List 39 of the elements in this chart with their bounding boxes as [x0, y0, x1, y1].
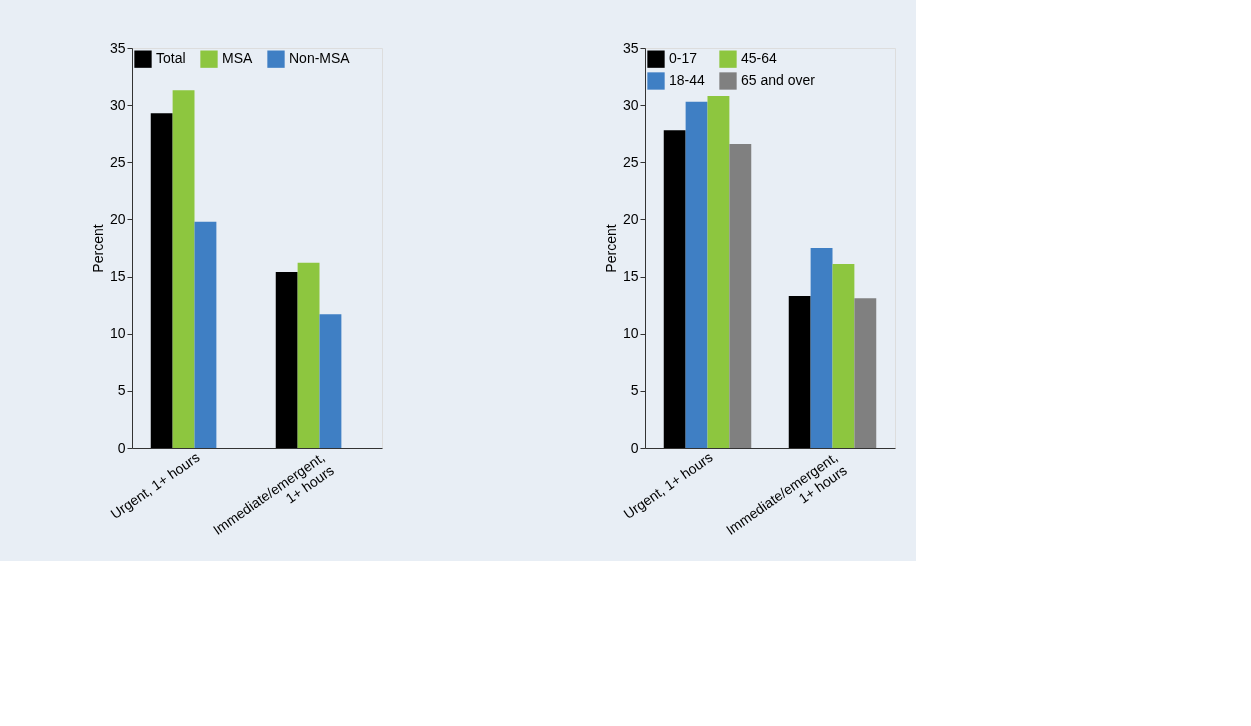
- y-tick-label: 10: [622, 325, 639, 342]
- legend-label: Total: [156, 50, 186, 67]
- bar: [832, 264, 855, 448]
- y-tick-label: 15: [622, 268, 639, 285]
- y-tick-label: 15: [109, 268, 126, 285]
- bar: [150, 113, 173, 448]
- bar: [275, 272, 298, 448]
- legend-label: Non-MSA: [289, 50, 351, 67]
- bar: [172, 90, 195, 448]
- bar: [194, 221, 217, 448]
- bar: [663, 130, 686, 448]
- y-tick-label: 20: [622, 210, 639, 227]
- bar: [297, 262, 320, 448]
- y-tick-label: 0: [117, 439, 126, 456]
- bar: [788, 296, 811, 448]
- y-tick-label: 25: [622, 153, 639, 170]
- legend-label: MSA: [222, 50, 253, 67]
- bar: [319, 314, 342, 448]
- bar: [685, 101, 708, 448]
- y-tick-label: 25: [109, 153, 126, 170]
- y-tick-label: 30: [622, 96, 639, 113]
- bar: [854, 298, 877, 448]
- y-tick-label: 5: [117, 382, 126, 399]
- legend-label: 0-17: [669, 50, 698, 67]
- legend-label: 18-44: [669, 72, 706, 88]
- y-axis-title: Percent: [89, 224, 106, 273]
- legend-label: 45-64: [741, 50, 778, 67]
- y-tick-label: 0: [630, 439, 639, 456]
- y-axis-title: Percent: [602, 224, 619, 273]
- bar: [707, 96, 730, 448]
- y-tick-label: 35: [109, 39, 126, 56]
- y-tick-label: 30: [109, 96, 126, 113]
- y-tick-label: 10: [109, 325, 126, 342]
- y-tick-label: 35: [622, 39, 639, 56]
- bar: [810, 248, 833, 448]
- legend-label: 65 and over: [741, 72, 816, 88]
- bar: [729, 144, 752, 448]
- y-tick-label: 20: [109, 210, 126, 227]
- y-tick-label: 5: [630, 382, 639, 399]
